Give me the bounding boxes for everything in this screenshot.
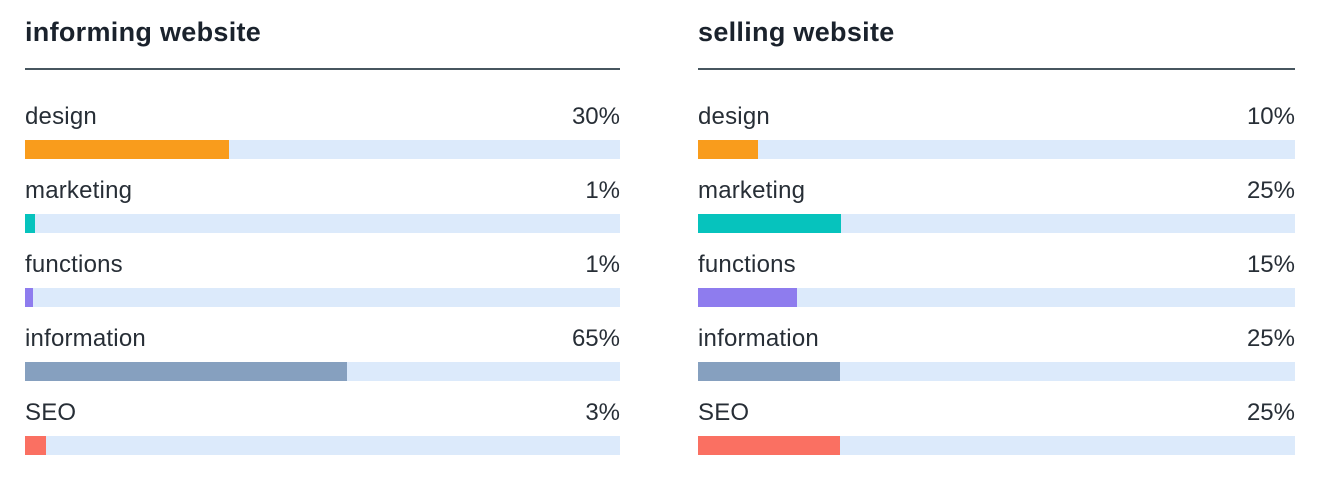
row-head: functions 1% — [25, 251, 620, 279]
chart-row-functions: functions 15% — [698, 251, 1295, 307]
bar-fill — [698, 140, 759, 159]
bar-fill — [698, 214, 842, 233]
value-label: 25% — [1246, 177, 1295, 204]
title-underline — [25, 68, 620, 70]
category-label: design — [25, 103, 97, 130]
chart-row-design: design 10% — [698, 103, 1295, 159]
row-head: information 65% — [25, 325, 620, 353]
value-label: 25% — [1246, 399, 1295, 426]
chart-row-functions: functions 1% — [25, 251, 620, 307]
row-head: design 10% — [698, 103, 1295, 131]
value-label: 65% — [571, 325, 620, 352]
category-label: functions — [25, 251, 123, 278]
chart-row-information: information 65% — [25, 325, 620, 381]
category-label: functions — [698, 251, 796, 278]
bar-track — [25, 362, 620, 381]
bar-fill — [698, 362, 841, 381]
row-head: SEO 25% — [698, 399, 1295, 427]
row-head: information 25% — [698, 325, 1295, 353]
bar-track — [698, 140, 1295, 159]
bar-track — [25, 214, 620, 233]
category-label: marketing — [25, 177, 133, 204]
bar-track — [698, 362, 1295, 381]
row-head: functions 15% — [698, 251, 1295, 279]
category-label: information — [698, 325, 819, 352]
bar-fill — [25, 436, 47, 455]
chart-informing-website: informing website design 30% marketing 1… — [25, 16, 620, 455]
row-head: marketing 25% — [698, 177, 1295, 205]
value-label: 1% — [585, 251, 620, 278]
bar-track — [25, 140, 620, 159]
chart-selling-website: selling website design 10% marketing 25% — [698, 16, 1295, 455]
chart-row-design: design 30% — [25, 103, 620, 159]
category-label: information — [25, 325, 146, 352]
bar-track — [698, 288, 1295, 307]
value-label: 10% — [1246, 103, 1295, 130]
bar-track — [698, 436, 1295, 455]
chart-row-marketing: marketing 1% — [25, 177, 620, 233]
charts-container: informing website design 30% marketing 1… — [25, 16, 1295, 455]
bar-track — [698, 214, 1295, 233]
chart-row-seo: SEO 3% — [25, 399, 620, 455]
row-head: marketing 1% — [25, 177, 620, 205]
chart-row-seo: SEO 25% — [698, 399, 1295, 455]
category-label: SEO — [25, 399, 77, 426]
category-label: design — [698, 103, 770, 130]
bar-fill — [698, 288, 798, 307]
bar-fill — [698, 436, 841, 455]
row-head: SEO 3% — [25, 399, 620, 427]
value-label: 15% — [1246, 251, 1295, 278]
chart-title-selling: selling website — [698, 17, 895, 47]
bar-fill — [25, 362, 347, 381]
chart-title-informing: informing website — [25, 17, 262, 47]
bar-track — [25, 288, 620, 307]
bar-track — [25, 436, 620, 455]
bar-fill — [25, 214, 36, 233]
chart-row-marketing: marketing 25% — [698, 177, 1295, 233]
bar-fill — [25, 140, 230, 159]
category-label: marketing — [698, 177, 806, 204]
value-label: 30% — [571, 103, 620, 130]
value-label: 1% — [585, 177, 620, 204]
category-label: SEO — [698, 399, 750, 426]
value-label: 25% — [1246, 325, 1295, 352]
title-underline — [698, 68, 1295, 70]
chart-row-information: information 25% — [698, 325, 1295, 381]
value-label: 3% — [585, 399, 620, 426]
bar-fill — [25, 288, 34, 307]
row-head: design 30% — [25, 103, 620, 131]
